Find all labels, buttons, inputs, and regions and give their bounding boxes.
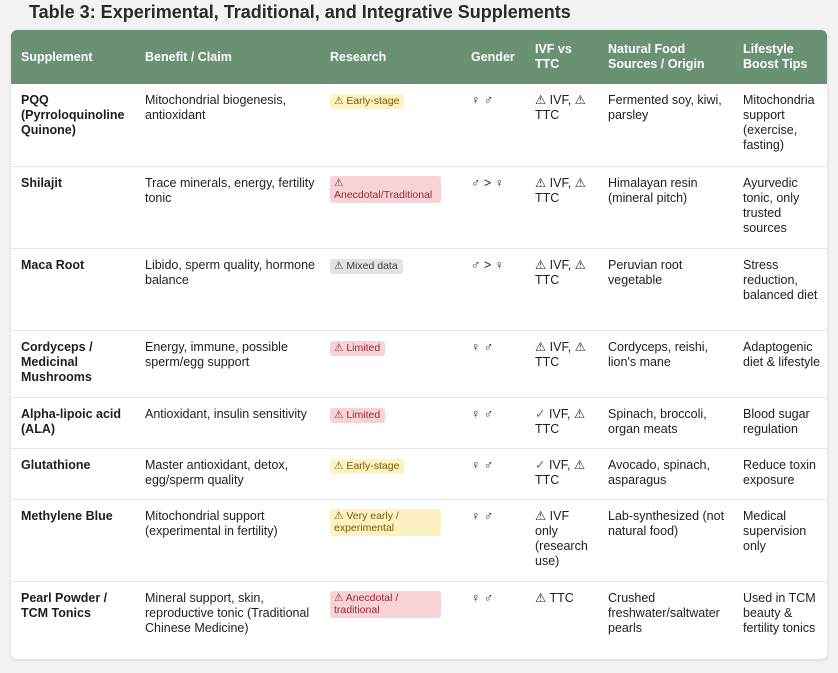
ivf-cell: ⚠ IVF, ⚠ TTC [525, 248, 598, 331]
col-supplement: Supplement [21, 49, 93, 64]
supplement-name: PQQ (Pyrroloquinoline Quinone) [11, 84, 135, 167]
gender-cell: ♂ > ♀ [461, 248, 525, 331]
supplement-name: Shilajit [11, 166, 135, 249]
gender-cell: ♀ ♂ [461, 397, 525, 449]
sources-cell: Avocado, spinach, asparagus [598, 448, 733, 500]
ivf-cell: ⚠ IVF, ⚠ TTC [525, 330, 598, 398]
gender-cell: ♀ ♂ [461, 330, 525, 398]
check-icon: ✓ [535, 457, 546, 472]
supplement-name: Glutathione [11, 448, 135, 500]
ivf-cell: ⚠ IVF only (research use) [525, 499, 598, 582]
supplements-table: Supplement Benefit / Claim Research Gend… [11, 30, 827, 659]
gender-cell: ♀ ♂ [471, 590, 494, 605]
tips-cell: Adaptogenic diet & lifestyle [733, 330, 827, 398]
research-cell: ⚠ Anecdotal/Traditional [320, 166, 461, 249]
ivf-text: IVF, ⚠ TTC [535, 457, 586, 487]
sources-cell: Spinach, broccoli, organ meats [598, 397, 733, 449]
sources-cell: Peruvian root vegetable [598, 248, 733, 331]
supplement-name: Pearl Powder / TCM Tonics [21, 590, 108, 620]
ivf-cell: ✓ IVF, ⚠ TTC [525, 397, 598, 449]
sources-cell: Himalayan resin (mineral pitch) [598, 166, 733, 249]
check-icon: ✓ [535, 406, 546, 421]
table-row: Pearl Powder / TCM Tonics Mineral suppor… [11, 581, 827, 659]
tips-cell: Blood sugar regulation [733, 397, 827, 449]
gender-cell: ♂ > ♀ [461, 166, 525, 249]
col-tips: Lifestyle Boost Tips [743, 42, 808, 71]
benefit-cell: Energy, immune, possible sperm/egg suppo… [135, 330, 320, 398]
research-badge: ⚠ Very early / experimental [330, 508, 441, 536]
sources-cell: Cordyceps, reishi, lion's mane [598, 330, 733, 398]
table-header: Supplement Benefit / Claim Research Gend… [11, 30, 827, 84]
table-row: Alpha-lipoic acid (ALA) Antioxidant, ins… [11, 397, 827, 449]
supplement-name: Methylene Blue [11, 499, 135, 582]
research-cell: ⚠ Early-stage [320, 448, 461, 500]
ivf-text: IVF, ⚠ TTC [535, 406, 586, 436]
ivf-cell: ⚠ TTC [535, 590, 574, 605]
benefit-cell: Mitochondrial support (experimental in f… [135, 499, 320, 582]
research-cell: ⚠ Limited [320, 330, 461, 398]
sources-cell: Lab-synthesized (not natural food) [598, 499, 733, 582]
ivf-cell: ⚠ IVF, ⚠ TTC [525, 84, 598, 167]
tips-cell: Reduce toxin exposure [733, 448, 827, 500]
research-badge: ⚠ Early-stage [330, 94, 405, 109]
col-research: Research [330, 49, 387, 64]
research-cell: ⚠ Limited [320, 397, 461, 449]
research-badge: ⚠ Limited [330, 340, 386, 356]
research-badge: ⚠ Mixed data [330, 258, 403, 274]
gender-cell: ♀ ♂ [461, 448, 525, 500]
benefit-cell: Antioxidant, insulin sensitivity [135, 397, 320, 449]
benefit-cell: Mineral support, skin, reproductive toni… [145, 590, 310, 635]
supplements-table-card: Supplement Benefit / Claim Research Gend… [11, 30, 827, 659]
col-ivf-ttc: IVF vs TTC [535, 42, 572, 71]
table-row: Cordyceps / Medicinal Mushrooms Energy, … [11, 330, 827, 398]
table-row: Maca Root Libido, sperm quality, hormone… [11, 248, 827, 331]
tips-cell: Stress reduction, balanced diet [733, 248, 827, 331]
sources-cell: Fermented soy, kiwi, parsley [598, 84, 733, 167]
benefit-cell: Trace minerals, energy, fertility tonic [135, 166, 320, 249]
benefit-cell: Mitochondrial biogenesis, antioxidant [135, 84, 320, 167]
col-sources: Natural Food Sources / Origin [608, 42, 705, 71]
table-row: PQQ (Pyrroloquinoline Quinone) Mitochond… [11, 84, 827, 167]
research-cell: ⚠ Very early / experimental [320, 499, 461, 582]
supplement-name: Alpha-lipoic acid (ALA) [11, 397, 135, 449]
research-badge: ⚠ Early-stage [330, 458, 405, 474]
supplement-name: Cordyceps / Medicinal Mushrooms [11, 330, 135, 398]
tips-cell: Ayurvedic tonic, only trusted sources [733, 166, 827, 249]
col-gender: Gender [471, 49, 515, 64]
ivf-cell: ✓ IVF, ⚠ TTC [525, 448, 598, 500]
table-row: Glutathione Master antioxidant, detox, e… [11, 448, 827, 500]
research-badge: ⚠ Anecdotal/Traditional [330, 175, 441, 203]
ivf-cell: ⚠ IVF, ⚠ TTC [525, 166, 598, 249]
benefit-cell: Libido, sperm quality, hormone balance [135, 248, 320, 331]
gender-cell: ♀ ♂ [461, 499, 525, 582]
table-row: Methylene Blue Mitochondrial support (ex… [11, 499, 827, 582]
tips-cell: Used in TCM beauty & fertility tonics [743, 590, 816, 635]
table-row: Shilajit Trace minerals, energy, fertili… [11, 166, 827, 249]
benefit-cell: Master antioxidant, detox, egg/sperm qua… [135, 448, 320, 500]
col-benefit: Benefit / Claim [145, 49, 232, 64]
sources-cell: Crushed freshwater/saltwater pearls [608, 590, 720, 635]
tips-cell: Mitochondria support (exercise, fasting) [733, 84, 827, 167]
gender-cell: ♀ ♂ [461, 84, 525, 167]
supplement-name: Maca Root [11, 248, 135, 331]
research-cell: ⚠ Early-stage [320, 84, 461, 167]
table-title: Table 3: Experimental, Traditional, and … [29, 2, 571, 22]
research-badge: ⚠ Anecdotal / traditional [330, 590, 441, 618]
research-cell: ⚠ Anecdotal / traditional [320, 581, 461, 659]
research-cell: ⚠ Mixed data [320, 248, 461, 331]
research-badge: ⚠ Limited [330, 407, 386, 423]
tips-cell: Medical supervision only [733, 499, 827, 582]
